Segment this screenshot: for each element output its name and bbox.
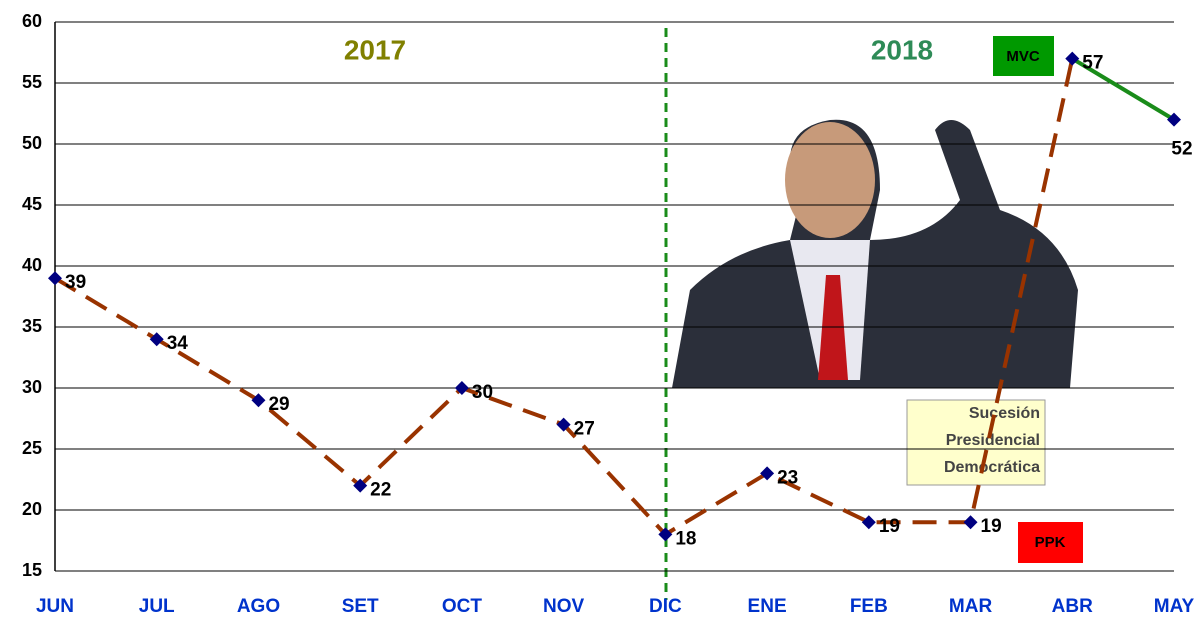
marker (1167, 112, 1181, 127)
x-tick-label: DIC (649, 596, 682, 617)
event-text: Presidencial (946, 432, 1040, 449)
marker (963, 515, 978, 530)
y-tick-label: 55 (22, 72, 42, 92)
series-name: PPK (1035, 534, 1066, 551)
x-tick-label: MAR (949, 596, 993, 617)
event-text: Democrática (944, 459, 1040, 476)
marker (48, 271, 62, 286)
x-tick-label: ENE (748, 596, 787, 617)
x-tick-label: AGO (237, 596, 280, 617)
series-line (1071, 56, 1176, 122)
event-box (906, 399, 1046, 486)
y-tick-label: 20 (22, 499, 42, 519)
data-label: 29 (268, 394, 289, 415)
y-tick-label: 50 (22, 133, 42, 153)
y-tick-label: 35 (22, 316, 42, 336)
marker (658, 527, 673, 542)
data-label: 19 (981, 516, 1002, 537)
data-label: 30 (472, 382, 493, 403)
y-tick-label: 45 (22, 194, 42, 214)
photo-placeholder (672, 119, 1078, 388)
x-tick-label: NOV (543, 596, 585, 617)
series-name: MVC (1006, 48, 1040, 65)
data-label: 39 (65, 272, 86, 293)
marker (454, 381, 469, 395)
year-label: 2017 (344, 34, 406, 65)
data-label: 19 (879, 516, 900, 537)
marker (760, 466, 775, 481)
data-label: 27 (574, 419, 595, 440)
data-label: 22 (370, 480, 391, 501)
series-tag (993, 36, 1054, 76)
x-tick-label: JUN (36, 596, 74, 617)
y-tick-label: 60 (22, 11, 42, 31)
y-tick-label: 30 (22, 377, 42, 397)
x-tick-label: MAY (1154, 596, 1195, 617)
marker (1065, 51, 1080, 66)
series-tag (1018, 522, 1083, 563)
x-tick-label: ABR (1052, 596, 1093, 617)
marker (861, 515, 876, 530)
data-label: 23 (777, 467, 798, 488)
y-tick-label: 15 (22, 560, 42, 580)
x-tick-label: SET (342, 596, 379, 617)
marker (353, 478, 368, 493)
x-tick-label: FEB (850, 596, 888, 617)
y-tick-label: 25 (22, 438, 42, 458)
x-tick-label: OCT (442, 596, 483, 617)
event-text: Sucesión (969, 405, 1040, 422)
data-label: 57 (1082, 53, 1103, 74)
x-tick-label: JUL (139, 596, 175, 617)
year-label: 2018 (871, 34, 933, 65)
data-label: 18 (675, 528, 696, 549)
data-label: 52 (1171, 139, 1192, 160)
y-tick-label: 40 (22, 255, 42, 275)
marker (556, 417, 571, 432)
marker (149, 332, 164, 347)
data-label: 34 (167, 333, 189, 354)
marker (251, 393, 266, 408)
